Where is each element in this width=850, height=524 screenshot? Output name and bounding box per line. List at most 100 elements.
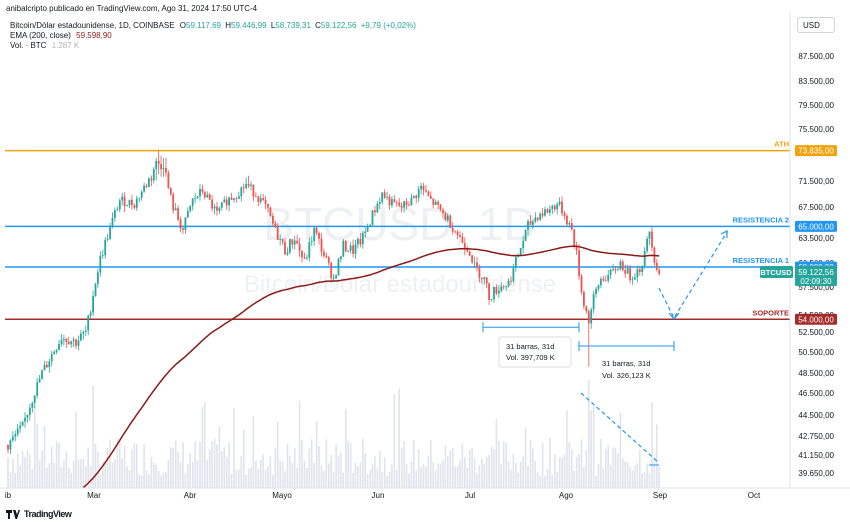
candle — [466, 249, 469, 252]
volume-bar — [483, 463, 486, 488]
volume-bar — [303, 460, 306, 488]
volume-bar — [189, 453, 191, 488]
candle — [177, 208, 179, 220]
candle — [342, 240, 345, 257]
volume-bar — [121, 458, 123, 488]
volume-bar — [578, 453, 580, 488]
level-badge-value: 54.000,00 — [798, 315, 834, 324]
ema-legend[interactable]: EMA (200, close) 59.598,90 — [10, 31, 112, 40]
volume-bar — [36, 423, 38, 488]
candle — [247, 183, 250, 186]
candle — [456, 231, 459, 235]
price-axis-tick: 75.500,00 — [798, 125, 834, 134]
candle — [325, 255, 328, 258]
ema-line[interactable] — [82, 245, 660, 489]
candle — [481, 277, 483, 280]
candle — [298, 243, 301, 251]
volume-bar — [626, 462, 629, 488]
candle — [259, 198, 262, 202]
volume-bar — [439, 463, 442, 488]
volume-bar — [255, 461, 257, 488]
volume-bar — [476, 473, 478, 488]
volume-bar — [128, 470, 131, 488]
time-axis-tick: Oct — [748, 491, 761, 500]
volume-bar — [301, 440, 303, 488]
candle — [376, 203, 379, 213]
volume-bar — [267, 466, 269, 488]
candle — [337, 259, 340, 276]
volume-bar — [631, 470, 634, 488]
volume-bar — [308, 448, 311, 488]
candle — [434, 201, 437, 205]
volume-bar — [279, 460, 281, 488]
candle — [70, 341, 73, 345]
candle — [72, 339, 75, 342]
volume-bar — [510, 469, 512, 488]
volume-bar — [92, 385, 94, 488]
volume-bar — [585, 450, 588, 488]
candle — [43, 364, 46, 371]
volume-legend[interactable]: Vol. · BTC 1.287 K — [10, 41, 79, 50]
volume-bar — [519, 461, 522, 488]
volume-bar — [617, 453, 619, 488]
candle — [558, 201, 561, 205]
volume-projection-path[interactable] — [580, 392, 659, 463]
candle — [437, 201, 439, 205]
volume-bar — [592, 405, 595, 488]
symbol-description[interactable]: Bitcoin/Dólar estadounidense, 1D, COINBA… — [10, 21, 175, 30]
volume-bar — [293, 448, 296, 488]
watermark-subtitle: Bitcoin/Dólar estadounidense — [244, 271, 556, 298]
candle — [527, 221, 529, 230]
candle — [655, 262, 658, 270]
candle — [67, 341, 70, 345]
candle — [332, 278, 335, 279]
candle — [553, 205, 556, 210]
candle — [604, 280, 607, 282]
volume-bar — [43, 426, 46, 488]
candle — [641, 266, 644, 272]
level-badge-value: 73.835,00 — [798, 147, 834, 156]
candle — [12, 436, 14, 441]
volume-bar — [583, 467, 585, 488]
volume-bar — [541, 443, 544, 488]
candle — [556, 204, 559, 210]
volume-bar — [291, 462, 294, 488]
candle — [38, 378, 41, 383]
volume-bar — [364, 452, 366, 488]
projection-path[interactable] — [658, 231, 728, 320]
candle — [206, 194, 209, 198]
level-badge — [795, 313, 837, 325]
volume-bar — [126, 466, 128, 488]
candle — [235, 198, 238, 200]
candle — [522, 240, 525, 249]
volume-bar — [77, 459, 80, 488]
level-name-resistencia-2: RESISTENCIA 2 — [733, 215, 789, 224]
volume-bar — [48, 463, 51, 488]
tradingview-logo-icon — [6, 509, 20, 519]
price-axis-tick: 63.500,00 — [798, 234, 834, 243]
candle — [301, 250, 303, 258]
volume-bar — [447, 456, 449, 488]
measure-1-volume: Vol. 397,709 K — [506, 353, 555, 362]
candle — [532, 221, 534, 225]
volume-bar — [274, 447, 277, 488]
ema-label: EMA (200, close) — [10, 31, 71, 40]
candle — [53, 351, 56, 354]
candle — [330, 262, 333, 279]
candle — [488, 283, 490, 300]
candle — [150, 178, 153, 181]
candle — [651, 231, 653, 248]
price-axis-tick: 83.500,00 — [798, 77, 834, 86]
volume-bar — [199, 441, 201, 488]
candle — [315, 227, 318, 233]
volume-bar — [590, 410, 592, 488]
candle — [106, 239, 109, 240]
currency-button[interactable]: USD — [797, 17, 835, 33]
candle — [505, 286, 508, 287]
candle — [140, 191, 143, 198]
footer-brand[interactable]: TradingView — [6, 509, 72, 519]
time-axis-tick: Ago — [559, 491, 574, 500]
candle — [578, 250, 580, 277]
candle — [184, 217, 187, 231]
